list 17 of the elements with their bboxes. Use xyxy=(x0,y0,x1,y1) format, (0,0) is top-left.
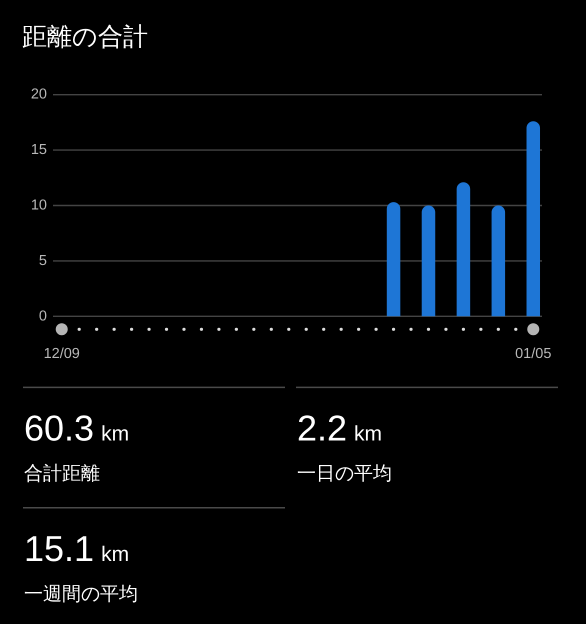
x-tick-label: 12/09 xyxy=(44,346,80,362)
y-tick-label: 5 xyxy=(38,252,47,269)
y-tick-label: 15 xyxy=(30,142,47,158)
y-tick-label: 20 xyxy=(30,86,47,103)
text: km xyxy=(101,542,130,566)
text: 15.1 xyxy=(24,528,94,569)
text: km xyxy=(354,422,382,446)
chart-title: 距離の合計 xyxy=(22,23,148,51)
text: 2.2 xyxy=(297,407,348,448)
text: 合計距離 xyxy=(24,463,100,484)
y-tick-label: 10 xyxy=(30,198,47,214)
text: 一日の平均 xyxy=(297,463,392,484)
y-tick-label: 0 xyxy=(38,308,47,324)
x-tick-label: 01/05 xyxy=(515,346,552,362)
text: 一週間の平均 xyxy=(24,584,138,605)
text: 60.3 xyxy=(24,407,94,448)
text: km xyxy=(101,422,130,446)
